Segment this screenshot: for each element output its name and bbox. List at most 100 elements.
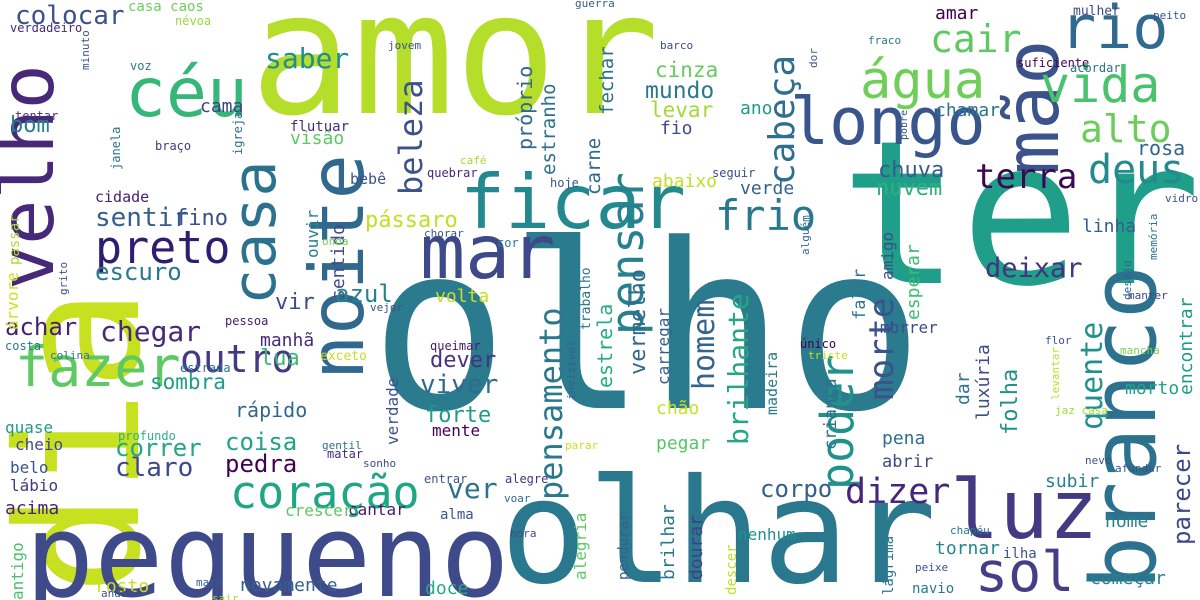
word-tentar: tentar <box>15 109 59 123</box>
word-amigo: amigo <box>878 231 897 280</box>
word-próprio: próprio <box>513 65 537 150</box>
word-amor: amor <box>250 0 660 154</box>
word-barco: barco <box>660 39 694 52</box>
word-forte: forte <box>425 403 492 428</box>
word-chão: chão <box>656 398 700 419</box>
word-cinza: cinza <box>655 58 719 82</box>
word-estrela: estrela <box>593 303 617 388</box>
word-rápido: rápido <box>235 398 308 422</box>
word-preto: preto <box>95 221 231 274</box>
word-descer: descer <box>724 544 740 595</box>
word-ano: ano <box>740 98 773 119</box>
word-deixar: deixar <box>985 253 1083 284</box>
word-passar: passar <box>7 214 23 265</box>
word-estranho: estranho <box>538 83 560 175</box>
word-ver: ver <box>447 472 498 505</box>
word-alegre: alegre <box>505 472 549 486</box>
word-ilha: ilha <box>1003 546 1037 562</box>
word-claro: claro <box>115 453 194 483</box>
word-guerra: guerra <box>575 0 615 10</box>
word-linha: linha <box>1082 216 1137 237</box>
word-tornar: tornar <box>935 538 1001 559</box>
word-morto: morto <box>1125 378 1180 399</box>
word-terra: terra <box>975 157 1078 197</box>
word-ter: ter <box>840 98 1200 331</box>
word-pendurar: pendurar <box>616 512 632 580</box>
word-jovem: jovem <box>388 39 422 52</box>
word-voar: voar <box>504 492 531 505</box>
word-levantar: levantar <box>1049 347 1062 400</box>
word-janela: janela <box>109 126 123 170</box>
word-fechar: fechar <box>596 46 618 115</box>
word-matar: matar <box>327 447 364 461</box>
word-árvore: árvore <box>3 272 22 330</box>
word-pena: pena <box>882 428 926 449</box>
word-luxúria: luxúria <box>973 344 994 420</box>
word-dever: dever <box>430 348 497 373</box>
word-luz: luz <box>950 463 1099 558</box>
word-acima: acima <box>5 498 60 519</box>
word-verde: verde <box>740 178 795 199</box>
word-sombra: sombra <box>150 370 226 394</box>
word-visão: visão <box>290 128 345 149</box>
word-fino: fino <box>175 206 228 231</box>
word-azul: azul <box>335 280 393 308</box>
word-onda: onda <box>322 235 349 248</box>
word-pobre: pobre <box>899 109 910 140</box>
word-cabeça: cabeça <box>762 54 803 185</box>
word-madeira: madeira <box>763 351 781 415</box>
word-cheio: cheio <box>15 435 64 454</box>
word-acordar: acordar <box>1070 61 1121 75</box>
word-coração: coração <box>230 466 420 519</box>
word-nenhum: nenhum <box>738 525 796 544</box>
word-sair: sair <box>212 592 239 600</box>
word-fio: fio <box>660 118 693 139</box>
word-doce: doce <box>425 578 469 599</box>
word-gentil: gentil <box>322 439 362 452</box>
word-subir: subir <box>1045 471 1100 492</box>
word-manter: manter <box>1128 289 1168 302</box>
word-lábio: lábio <box>10 476 59 495</box>
word-novamente: novamente <box>240 575 338 596</box>
word-invisível: invisível <box>565 340 578 400</box>
word-quebrar: quebrar <box>427 166 478 180</box>
word-voz: voz <box>130 59 152 73</box>
word-alma: alma <box>440 507 474 523</box>
word-manhã: manhã <box>260 330 315 351</box>
word-começar: começar <box>1090 568 1166 589</box>
word-homem: homem <box>687 299 722 390</box>
word-encontrar: encontrar <box>1176 297 1197 395</box>
word-sonho: sonho <box>363 457 397 470</box>
word-chuva: chuva <box>878 158 945 183</box>
word-verdadeiro: verdadeiro <box>10 21 83 35</box>
word-alegria: alegria <box>571 512 590 580</box>
word-carne: carne <box>583 137 605 195</box>
word-morte: morte <box>862 297 902 400</box>
word-colocar: colocar <box>15 1 125 31</box>
word-corpo: corpo <box>760 475 833 503</box>
word-minuto: minuto <box>79 30 92 70</box>
word-lágrima: lágrima <box>881 535 897 595</box>
word-esperar: esperar <box>903 244 924 320</box>
word-seguir: seguir <box>712 166 756 180</box>
word-volta: volta <box>435 286 490 307</box>
word-beleza: beleza <box>392 79 430 195</box>
word-dor: dor <box>807 48 820 68</box>
word-único: único <box>800 337 837 351</box>
word-sentir: sentir <box>95 203 189 233</box>
word-mar: mar <box>420 208 556 296</box>
word-memória: memória <box>1147 213 1160 260</box>
word-alguém: alguém <box>799 215 812 255</box>
word-quase: quase <box>5 418 54 437</box>
word-parecer: parecer <box>1168 443 1196 545</box>
word-vermelho: vermelho <box>626 269 651 375</box>
word-peixe: peixe <box>915 561 949 574</box>
word-cantar: cantar <box>348 500 406 519</box>
word-deus: deus <box>1088 147 1185 193</box>
word-abrir: abrir <box>882 452 934 472</box>
word-exceto: exceto <box>320 349 367 364</box>
word-pedra: pedra <box>225 450 298 478</box>
word-igreja: igreja <box>231 111 245 155</box>
word-viver: viver <box>420 370 499 400</box>
word-longo: longo <box>790 85 986 160</box>
